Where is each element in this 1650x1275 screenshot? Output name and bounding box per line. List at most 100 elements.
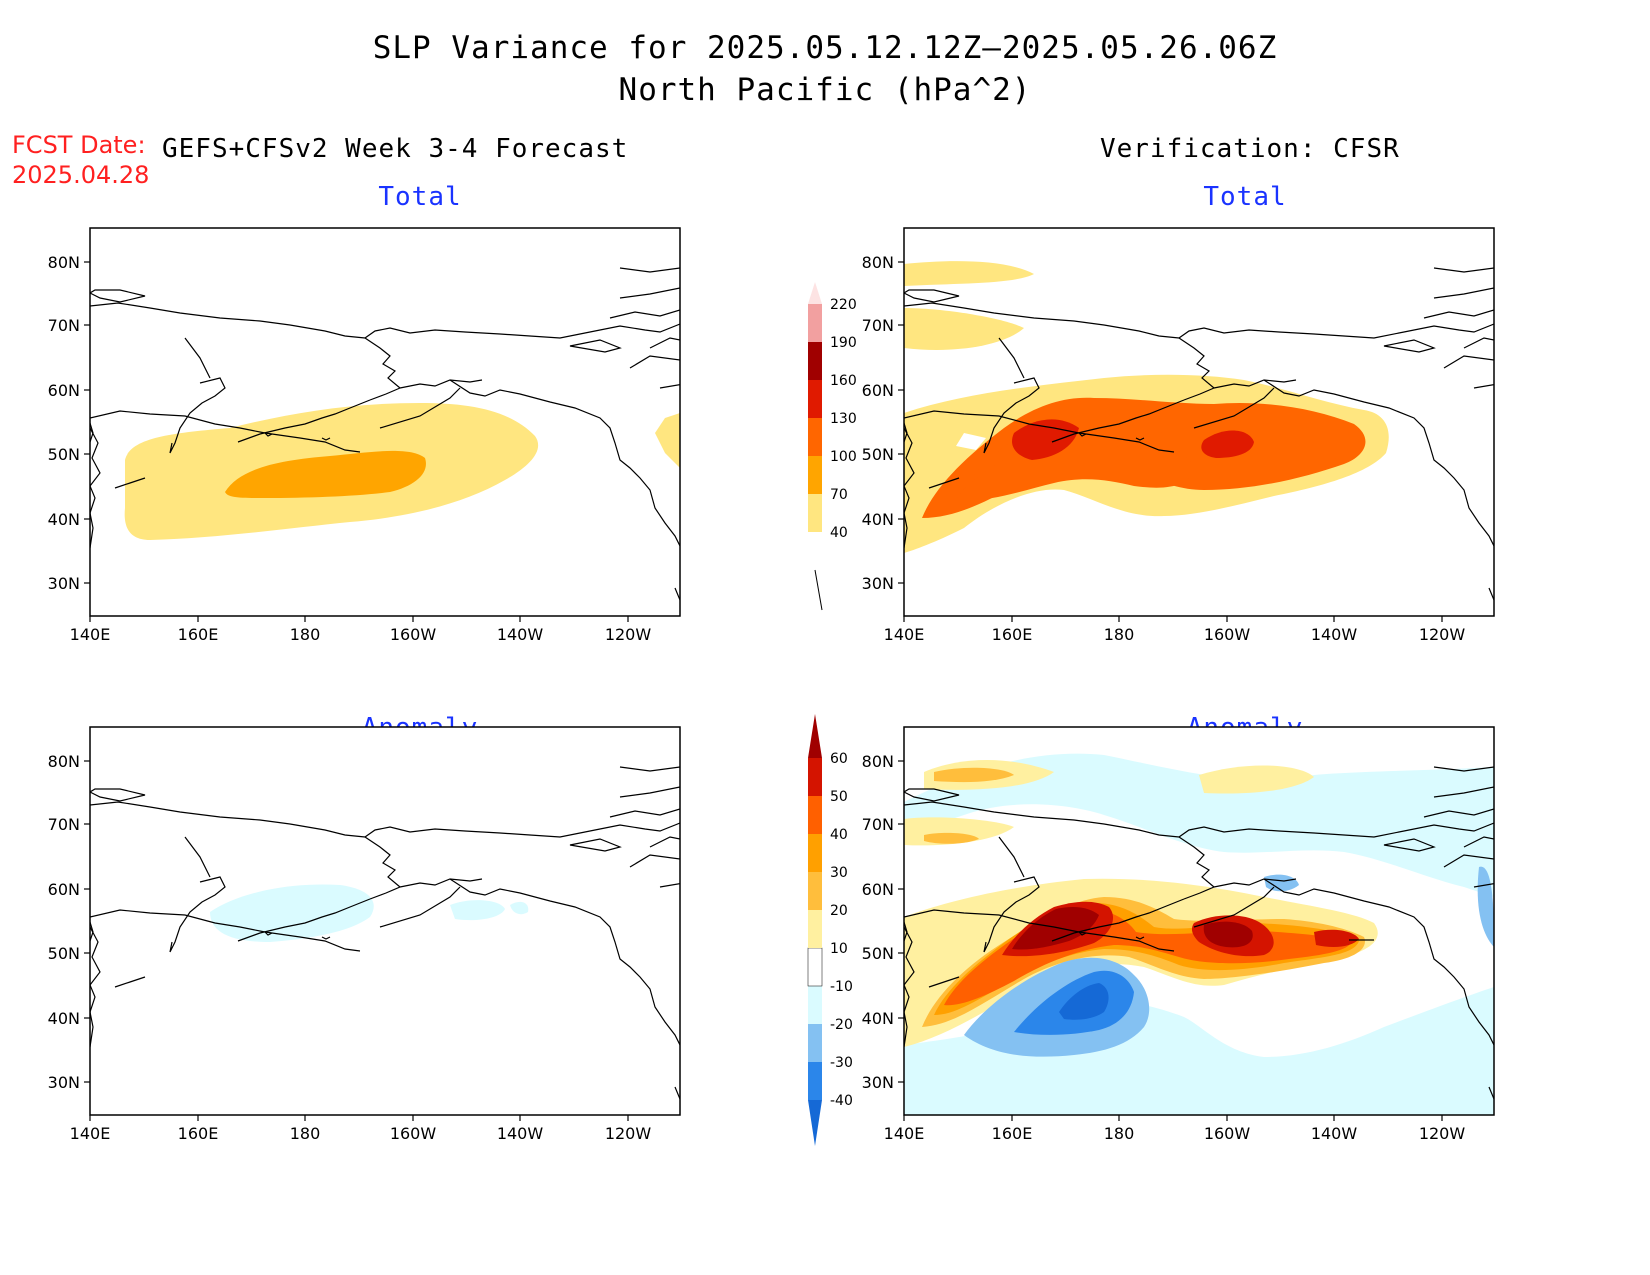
colorbar-label: -40	[830, 1093, 853, 1109]
map-forecast-total	[89, 227, 681, 617]
lon-tick-label: 120W	[1419, 1124, 1466, 1143]
map-forecast-anomaly	[89, 726, 681, 1116]
lon-tick-label: 140E	[70, 1124, 111, 1143]
lat-tick-label: 30N	[48, 1073, 80, 1092]
lat-tick-label: 80N	[862, 253, 894, 272]
colorbar-label: 130	[830, 411, 857, 427]
colorbar-label: -10	[830, 979, 853, 995]
colorbar-segment	[808, 418, 822, 456]
lat-tick-label: 60N	[48, 880, 80, 899]
colorbar-segment	[808, 758, 822, 796]
lon-tick-label: 180	[290, 625, 321, 644]
colorbar-label: 190	[830, 335, 857, 351]
lon-tick-label: 140E	[884, 625, 925, 644]
colorbar-label: 160	[830, 373, 857, 389]
colorbar-segment	[808, 910, 822, 948]
lat-tick-label: 50N	[862, 944, 894, 963]
forecast-heading: GEFS+CFSv2 Week 3-4 Forecast	[162, 134, 629, 164]
colorbar-label: 10	[830, 941, 848, 957]
lat-tick-label: 60N	[48, 381, 80, 400]
lon-tick-label: 140W	[1311, 625, 1358, 644]
lon-tick-label: 160W	[1204, 625, 1251, 644]
colorbar-segment	[808, 494, 822, 532]
lat-tick-label: 70N	[48, 316, 80, 335]
lon-tick-label: 140W	[1311, 1124, 1358, 1143]
lat-tick-label: 80N	[862, 752, 894, 771]
fcst-date-label: FCST Date:	[12, 131, 146, 159]
colorbar-segment	[808, 380, 822, 418]
colorbar-segment	[808, 282, 822, 304]
colorbar-segment	[808, 532, 822, 570]
lon-tick-label: 180	[290, 1124, 321, 1143]
colorbar-segment	[808, 342, 822, 380]
colorbar-segment	[807, 947, 823, 987]
colorbar-segment	[808, 796, 822, 834]
contour-40-70-east	[655, 413, 680, 468]
colorbar-segment	[808, 986, 822, 1024]
lon-tick-label: 140E	[884, 1124, 925, 1143]
map-verification-total	[903, 227, 1495, 617]
lon-tick-label: 140E	[70, 625, 111, 644]
panel-title-verification-total: Total	[1203, 182, 1287, 212]
lon-tick-label: 140W	[497, 625, 544, 644]
colorbar-segment	[808, 1024, 822, 1062]
lat-tick-label: 70N	[48, 815, 80, 834]
lat-tick-label: 40N	[48, 510, 80, 529]
lon-tick-label: 180	[1104, 625, 1135, 644]
colorbar-label: 40	[830, 525, 848, 541]
lon-tick-label: 160W	[390, 1124, 437, 1143]
colorbar-segment	[808, 872, 822, 910]
lon-tick-label: 180	[1104, 1124, 1135, 1143]
figure-title-line2: North Pacific (hPa^2)	[618, 72, 1032, 108]
lat-tick-label: 40N	[862, 510, 894, 529]
lat-tick-label: 50N	[48, 445, 80, 464]
colorbar-label: 60	[830, 751, 848, 767]
colorbar-label: 20	[830, 903, 848, 919]
lon-tick-label: 160E	[992, 1124, 1033, 1143]
map-verification-anomaly	[903, 726, 1495, 1116]
colorbar-segment	[808, 834, 822, 872]
colorbar-segment	[808, 714, 822, 758]
colorbar-label: 100	[830, 449, 857, 465]
colorbar-label: 220	[830, 297, 857, 313]
lon-tick-label: 160E	[992, 625, 1033, 644]
colorbar-label: 40	[830, 827, 848, 843]
lon-tick-label: 140W	[497, 1124, 544, 1143]
lon-tick-label: 160E	[178, 625, 219, 644]
panel-title-forecast-total: Total	[378, 182, 462, 212]
verification-heading: Verification: CFSR	[1100, 134, 1400, 164]
colorbar-segment	[808, 304, 822, 342]
lat-tick-label: 30N	[48, 574, 80, 593]
lat-tick-label: 50N	[48, 944, 80, 963]
colorbar-segment	[808, 456, 822, 494]
lon-tick-label: 160W	[390, 625, 437, 644]
colorbar-label: 30	[830, 865, 848, 881]
lon-tick-label: 120W	[605, 1124, 652, 1143]
lat-tick-label: 40N	[48, 1009, 80, 1028]
colorbar-segment	[808, 1062, 822, 1100]
fcst-date-value: 2025.04.28	[12, 161, 150, 189]
lat-tick-label: 30N	[862, 1073, 894, 1092]
colorbar-label: -30	[830, 1055, 853, 1071]
colorbar-label: 70	[830, 487, 848, 503]
figure-title-line1: SLP Variance for 2025.05.12.12Z–2025.05.…	[372, 30, 1278, 66]
axes-layer: 80N 70N 60N 50N 40N 30N 140E 160E 180 160W 140W 120…	[48, 253, 1466, 1143]
lat-tick-label: 80N	[48, 752, 80, 771]
colorbar-label: 50	[830, 789, 848, 805]
lon-tick-label: 120W	[605, 625, 652, 644]
colorbar-anomaly: -40 -30 -20 -10 10 20 30 40 50 60	[807, 714, 853, 1146]
lat-tick-label: 70N	[862, 316, 894, 335]
lat-tick-label: 60N	[862, 381, 894, 400]
colorbar-segment	[808, 1100, 822, 1146]
lon-tick-label: 160E	[178, 1124, 219, 1143]
lat-tick-label: 80N	[48, 253, 80, 272]
lat-tick-label: 70N	[862, 815, 894, 834]
lat-tick-label: 30N	[862, 574, 894, 593]
colorbar-total: 40 70 100 130 160 190 220	[808, 282, 857, 611]
lat-tick-label: 50N	[862, 445, 894, 464]
lat-tick-label: 40N	[862, 1009, 894, 1028]
contour-70-100	[225, 450, 426, 498]
lat-tick-label: 60N	[862, 880, 894, 899]
lon-tick-label: 160W	[1204, 1124, 1251, 1143]
